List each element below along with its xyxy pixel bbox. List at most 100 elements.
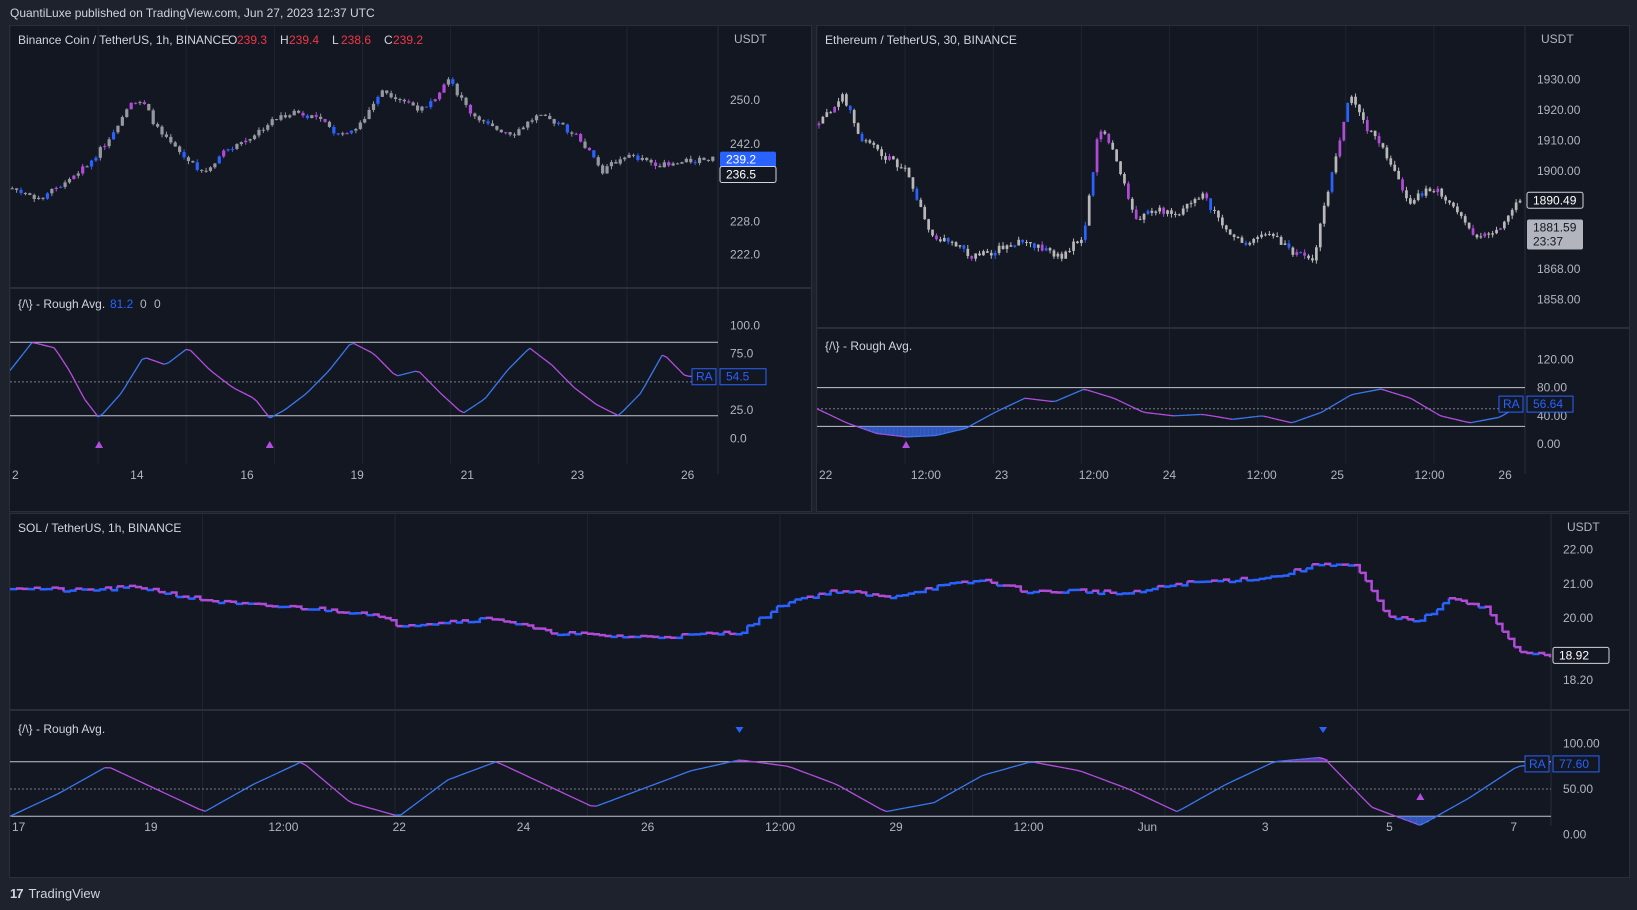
osc-segment bbox=[564, 378, 571, 384]
osc-segment bbox=[299, 761, 307, 766]
chart-panel-sol[interactable]: SOL / TetherUS, 1h, BINANCE USDT 22.00 21.0… bbox=[9, 513, 1630, 878]
candle-body bbox=[1142, 213, 1146, 220]
osc-segment bbox=[573, 386, 579, 392]
candle-body bbox=[191, 161, 195, 163]
candle-body bbox=[451, 79, 455, 84]
price-tick-label: 1900.00 bbox=[1537, 164, 1581, 178]
osc-segment bbox=[880, 808, 887, 813]
candle-body bbox=[1060, 253, 1064, 259]
candle-body bbox=[530, 120, 534, 122]
osc-segment bbox=[511, 360, 518, 366]
candle-body bbox=[446, 79, 451, 85]
osc-segment bbox=[1224, 417, 1229, 420]
candle-body bbox=[1048, 248, 1052, 251]
candle-body bbox=[1017, 239, 1021, 246]
candle-body bbox=[389, 93, 393, 98]
osc-segment bbox=[1408, 396, 1413, 400]
osc-segment bbox=[393, 372, 399, 377]
step-segment bbox=[741, 625, 749, 634]
osc-segment bbox=[221, 378, 227, 383]
step-segment bbox=[907, 592, 916, 595]
step-segment bbox=[539, 627, 547, 631]
step-segment bbox=[1163, 585, 1171, 588]
step-segment bbox=[1371, 589, 1379, 601]
osc-segment bbox=[441, 393, 447, 399]
osc-segment bbox=[502, 369, 509, 376]
step-segment bbox=[1276, 574, 1284, 578]
chart-panel-eth[interactable]: Ethereum / TetherUS, 30, BINANCE USDT 1930… bbox=[816, 25, 1630, 512]
candle-body bbox=[1068, 250, 1071, 252]
osc-segment bbox=[186, 348, 191, 352]
osc-segment bbox=[981, 773, 988, 777]
step-segment bbox=[925, 586, 933, 590]
osc-segment bbox=[1059, 397, 1065, 401]
osc-segment bbox=[300, 393, 306, 399]
candle-body bbox=[1365, 119, 1369, 132]
osc-segment bbox=[1182, 804, 1190, 810]
price-tick-label: 21.00 bbox=[1563, 577, 1593, 591]
time-tick-label: 23 bbox=[995, 468, 1009, 482]
candle-body bbox=[1072, 241, 1075, 251]
osc-segment bbox=[840, 419, 845, 423]
candle-body bbox=[565, 124, 569, 133]
eth-chart-svg[interactable]: Ethereum / TetherUS, 30, BINANCE USDT 1930… bbox=[817, 26, 1629, 511]
osc-segment bbox=[578, 799, 585, 804]
candle-body bbox=[482, 120, 486, 122]
step-segment bbox=[979, 579, 987, 582]
osc-segment bbox=[637, 787, 644, 792]
osc-segment bbox=[311, 769, 319, 776]
step-segment bbox=[1133, 589, 1141, 593]
candle-body bbox=[1025, 241, 1028, 243]
osc-segment bbox=[388, 812, 396, 816]
osc-segment bbox=[1419, 821, 1426, 826]
osc-segment bbox=[1129, 788, 1136, 793]
osc-segment bbox=[187, 803, 194, 808]
sol-chart-svg[interactable]: SOL / TetherUS, 1h, BINANCE USDT 22.00 21.0… bbox=[10, 514, 1629, 877]
step-segment bbox=[1395, 617, 1403, 621]
candle-body bbox=[1311, 258, 1314, 261]
candle-body bbox=[521, 127, 525, 130]
osc-segment bbox=[234, 387, 240, 392]
candle-body bbox=[1409, 198, 1412, 204]
osc-segment bbox=[1431, 815, 1438, 820]
currency-label: USDT bbox=[1541, 32, 1574, 46]
candle-body bbox=[587, 147, 592, 151]
candle-body bbox=[1295, 252, 1299, 255]
candle-body bbox=[85, 166, 89, 168]
candle-body bbox=[982, 251, 985, 256]
step-segment bbox=[1377, 599, 1385, 611]
osc-segment bbox=[13, 358, 20, 366]
chart-panel-bnb[interactable]: Binance Coin / TetherUS, 1h, BINANCE O 239… bbox=[9, 25, 812, 512]
candle-body bbox=[856, 123, 860, 134]
step-segment bbox=[1407, 618, 1415, 622]
osc-segment bbox=[1064, 767, 1071, 770]
candle-body bbox=[50, 188, 54, 194]
osc-segment bbox=[379, 359, 385, 366]
price-tag bbox=[1552, 646, 1610, 664]
candle-body bbox=[958, 245, 962, 247]
step-segment bbox=[140, 587, 149, 591]
candle-body bbox=[1107, 133, 1111, 143]
osc-segment bbox=[584, 802, 591, 807]
osc-segment bbox=[454, 774, 461, 779]
candle-body bbox=[32, 194, 36, 199]
osc-segment bbox=[1123, 786, 1130, 791]
candle-body bbox=[407, 101, 411, 103]
tradingview-footer[interactable]: 17 TradingView bbox=[10, 886, 100, 901]
osc-segment bbox=[269, 414, 275, 419]
osc-segment bbox=[1330, 764, 1338, 772]
osc-segment bbox=[216, 375, 222, 380]
candle-body bbox=[279, 115, 283, 120]
osc-segment bbox=[1126, 403, 1131, 407]
candle-body bbox=[1189, 203, 1193, 205]
osc-segment bbox=[177, 352, 183, 357]
osc-segment bbox=[1389, 813, 1397, 817]
osc-segment bbox=[304, 389, 311, 395]
candle-body bbox=[636, 155, 640, 160]
osc-segment bbox=[828, 413, 833, 417]
osc-segment bbox=[946, 431, 951, 434]
osc-segment bbox=[335, 789, 343, 796]
candle-body bbox=[1181, 208, 1185, 215]
step-segment bbox=[1044, 589, 1052, 593]
